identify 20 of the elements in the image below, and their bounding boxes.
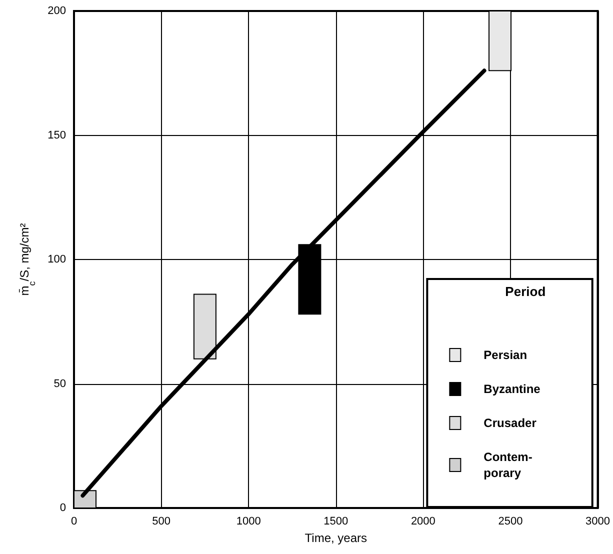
legend-title: Period [505,284,546,300]
legend-label: Byzantine [484,382,541,396]
legend-label: Contem-porary [484,450,532,480]
x-tick-label: 1500 [324,516,348,528]
x-tick-label: 2500 [498,516,523,528]
y-axis-title: m̄c/S, mg/cm² [18,223,38,296]
x-tick-label: 2000 [410,516,436,528]
x-axis-title: Time, years [304,531,367,545]
bar [193,294,216,360]
x-tick-label: 3000 [586,516,610,528]
y-tick-label: 150 [48,129,66,142]
y-tick-label: 200 [48,5,66,17]
legend-label: Crusader [484,416,537,430]
y-tick-label: 50 [54,378,66,390]
y-tick-label: 0 [60,502,66,514]
legend-label: Persian [484,348,528,362]
y-tick-label: 100 [48,254,66,266]
x-tick-label: 500 [152,516,170,528]
x-tick-label: 0 [70,516,78,528]
x-tick-label: 1000 [236,516,261,528]
